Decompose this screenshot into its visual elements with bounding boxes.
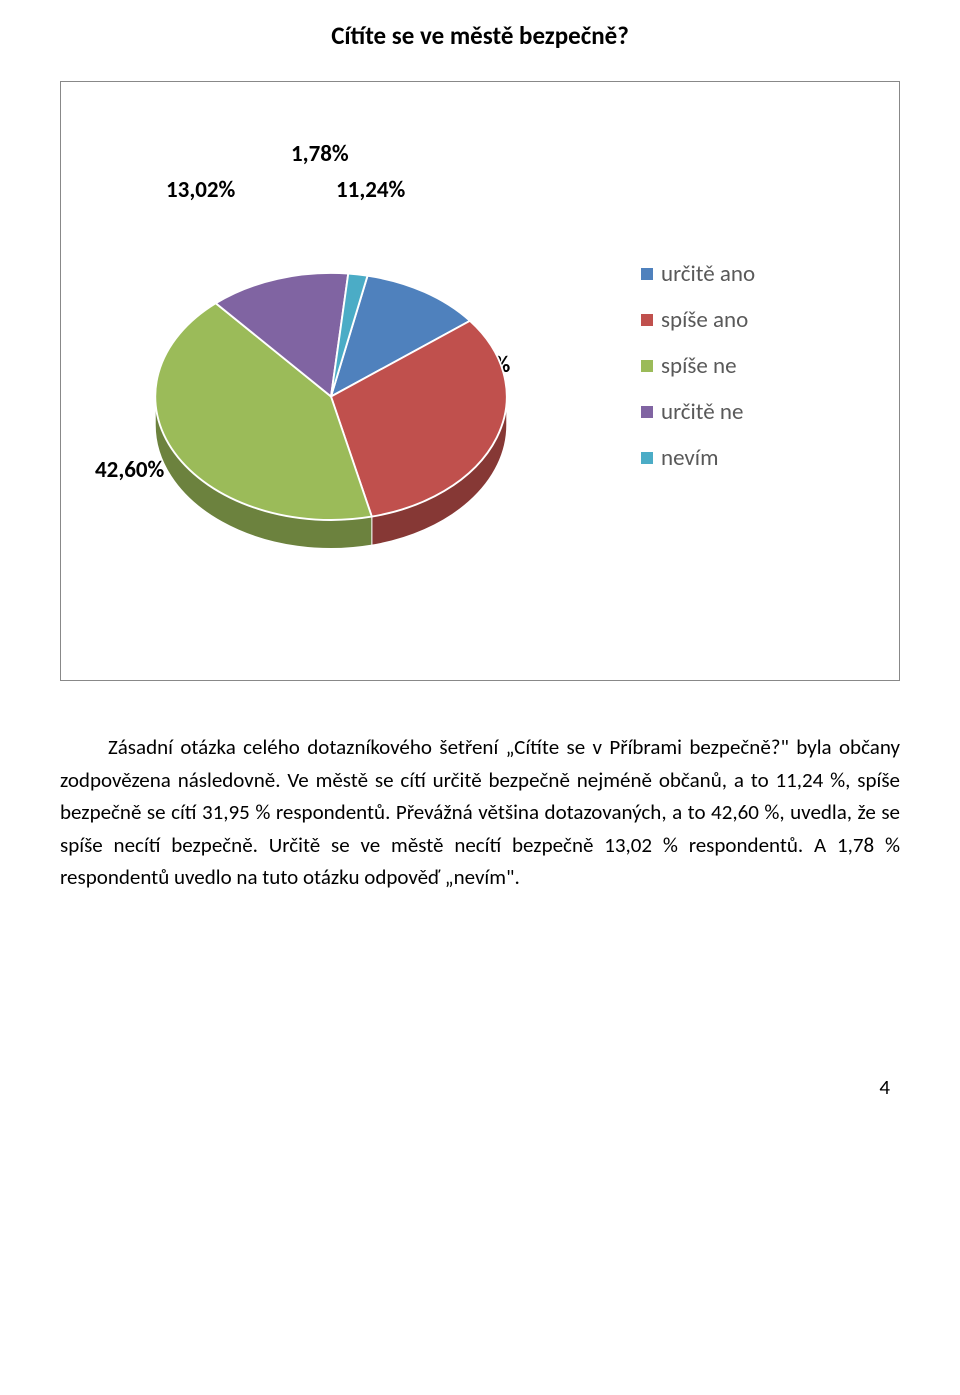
legend-label: spíše ne	[661, 352, 737, 380]
analysis-paragraph: Zásadní otázka celého dotazníkového šetř…	[60, 731, 900, 894]
legend-label: spíše ano	[661, 306, 748, 334]
pie-svg-wrapper	[141, 216, 521, 596]
legend-item: spíše ne	[641, 352, 755, 380]
pie-chart-icon	[141, 216, 521, 596]
legend-marker-icon	[641, 314, 653, 326]
chart-legend: určitě ano spíše ano spíše ne určitě ne neví…	[641, 260, 755, 472]
legend-marker-icon	[641, 268, 653, 280]
legend-label: určitě ano	[661, 260, 755, 288]
pie-label-urcite-ne: 13,02%	[166, 176, 235, 204]
legend-item: nevím	[641, 444, 755, 472]
pie-area: 1,78% 13,02% 11,24% 31,95% 42,60%	[81, 106, 601, 626]
page-number: 4	[60, 1074, 900, 1100]
chart-inner: 1,78% 13,02% 11,24% 31,95% 42,60% určitě…	[81, 112, 879, 620]
legend-item: spíše ano	[641, 306, 755, 334]
legend-marker-icon	[641, 406, 653, 418]
legend-item: určitě ano	[641, 260, 755, 288]
page-title: Cítíte se ve městě bezpečně?	[60, 20, 900, 51]
legend-label: nevím	[661, 444, 718, 472]
legend-marker-icon	[641, 452, 653, 464]
legend-label: určitě ne	[661, 398, 743, 426]
legend-marker-icon	[641, 360, 653, 372]
pie-chart-container: 1,78% 13,02% 11,24% 31,95% 42,60% určitě…	[60, 81, 900, 681]
pie-label-urcite-ano: 11,24%	[336, 176, 405, 204]
legend-item: určitě ne	[641, 398, 755, 426]
pie-label-nevim: 1,78%	[291, 140, 349, 168]
